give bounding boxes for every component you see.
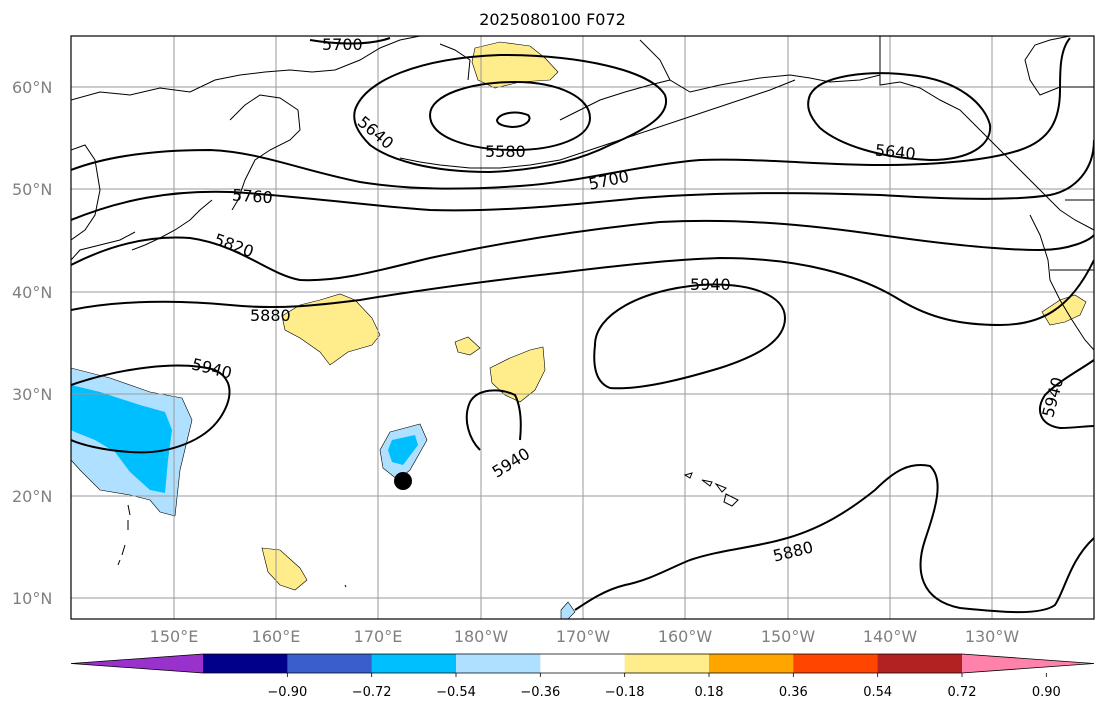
contour-label: 5640 (874, 140, 916, 163)
contour-label: 5700 (322, 35, 363, 54)
colorbar-extend-min (71, 654, 203, 673)
colorbar: −0.90 −0.72 −0.54 −0.36 −0.18 0.18 0.36 0.54 0.7… (70, 653, 1095, 700)
colorbar-tick-label: −0.90 (267, 685, 307, 700)
lon-label: 160°W (658, 627, 713, 646)
storm-center-marker (394, 472, 412, 490)
colorbar-segment (540, 654, 626, 673)
colorbar-tick-label: 0.18 (695, 685, 724, 700)
lon-label: 130°W (965, 627, 1020, 646)
colorbar-tick-label: 0.90 (1032, 685, 1061, 700)
colorbar-segment (371, 654, 457, 673)
colorbar-tick-label: 0.36 (779, 685, 808, 700)
lon-label: 170°W (556, 627, 611, 646)
anomaly-shading (71, 41, 1087, 619)
lon-label: 150°E (150, 627, 199, 646)
longitude-labels: 150°E 160°E 170°E 180°W 170°W 160°W 150°… (150, 627, 1020, 646)
coastlines (71, 36, 1094, 588)
colorbar-tick-label: −0.54 (436, 685, 476, 700)
latitude-labels: 60°N 50°N 40°N 30°N 20°N 10°N (12, 78, 52, 608)
lat-label: 30°N (12, 385, 52, 404)
lon-label: 150°W (761, 627, 816, 646)
colorbar-tick-label: −0.36 (520, 685, 560, 700)
colorbar-extend-max (962, 654, 1094, 673)
colorbar-segment (624, 654, 710, 673)
colorbar-tick-label: 0.72 (948, 685, 977, 700)
colorbar-segment (456, 654, 541, 673)
lon-label: 160°E (252, 627, 301, 646)
colorbar-segment (203, 654, 288, 673)
height-contours (71, 37, 1094, 614)
lat-label: 60°N (12, 78, 52, 97)
colorbar-outline (70, 653, 1095, 674)
map-frame (70, 35, 1095, 620)
lat-label: 20°N (12, 487, 52, 506)
lon-label: 170°E (354, 627, 403, 646)
contour-label: 5880 (250, 306, 291, 325)
lat-label: 10°N (12, 589, 52, 608)
contour-label: 5580 (485, 142, 526, 161)
colorbar-tick-label: 0.54 (863, 685, 892, 700)
colorbar-segment (709, 654, 794, 673)
colorbar-segment (877, 654, 963, 673)
contour-label: 5760 (231, 185, 273, 207)
map-title: 2025080100 F072 (479, 10, 626, 29)
lon-label: 180°W (454, 627, 509, 646)
colorbar-segment (287, 654, 373, 673)
map-area (71, 36, 1094, 619)
colorbar-tick-label: −0.72 (352, 685, 392, 700)
lat-label: 50°N (12, 180, 52, 199)
colorbar-segment (793, 654, 879, 673)
lon-label: 140°W (863, 627, 918, 646)
colorbar-tick-label: −0.18 (605, 685, 645, 700)
lat-label: 40°N (12, 283, 52, 302)
contour-label: 5940 (690, 275, 731, 294)
